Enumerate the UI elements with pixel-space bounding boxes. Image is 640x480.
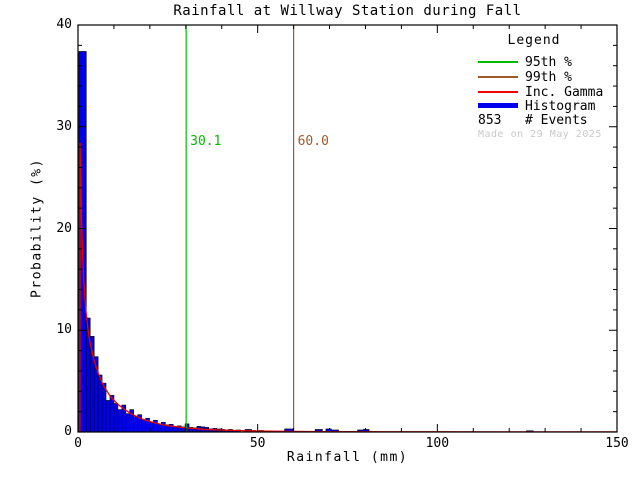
percentile-value-label: 30.1 [190, 134, 222, 149]
histogram-bar [117, 409, 123, 433]
histogram-bar [157, 423, 162, 433]
x-tick-label: 0 [74, 436, 82, 451]
x-tick-label: 150 [605, 436, 629, 451]
y-tick-label: 0 [64, 424, 72, 439]
event-count-value: 853 [478, 113, 502, 128]
legend-label-events: # Events [525, 113, 588, 128]
x-axis-title: Rainfall (mm) [286, 450, 409, 465]
legend-label-histogram: Histogram [525, 99, 596, 114]
histogram-bar [141, 419, 146, 433]
x-tick-label: 50 [249, 436, 266, 451]
gamma-curve [79, 142, 617, 433]
legend-label-95th: 95th % [525, 55, 572, 70]
made-on-watermark: Made on 29 May 2025 [478, 129, 602, 140]
x-tick-label: 100 [425, 436, 450, 451]
95th-percentile-line-swatch [478, 61, 518, 63]
histogram-bar [105, 400, 111, 433]
percentile-value-label: 60.0 [297, 134, 329, 149]
y-tick-label: 30 [56, 118, 72, 134]
histogram-bar [133, 416, 138, 433]
gamma-curve-line-swatch [478, 91, 518, 93]
histogram-bar [109, 395, 115, 433]
histogram-bar [153, 419, 158, 433]
histogram-swatch [478, 103, 518, 108]
chart-title: Rainfall at Willway Station during Fall [173, 3, 522, 19]
legend-label-gamma: Inc. Gamma [525, 85, 604, 100]
histogram-bar [97, 374, 103, 433]
histogram-bar [113, 403, 119, 433]
y-tick-label: 40 [56, 17, 72, 32]
y-tick-label: 20 [56, 220, 72, 236]
y-tick-label: 10 [56, 322, 72, 338]
99th-percentile-line-swatch [478, 76, 518, 78]
histogram-bar [101, 382, 107, 433]
histogram-bar [125, 413, 131, 433]
legend-label-99th: 99th % [525, 70, 572, 85]
legend-title: Legend [507, 33, 561, 48]
